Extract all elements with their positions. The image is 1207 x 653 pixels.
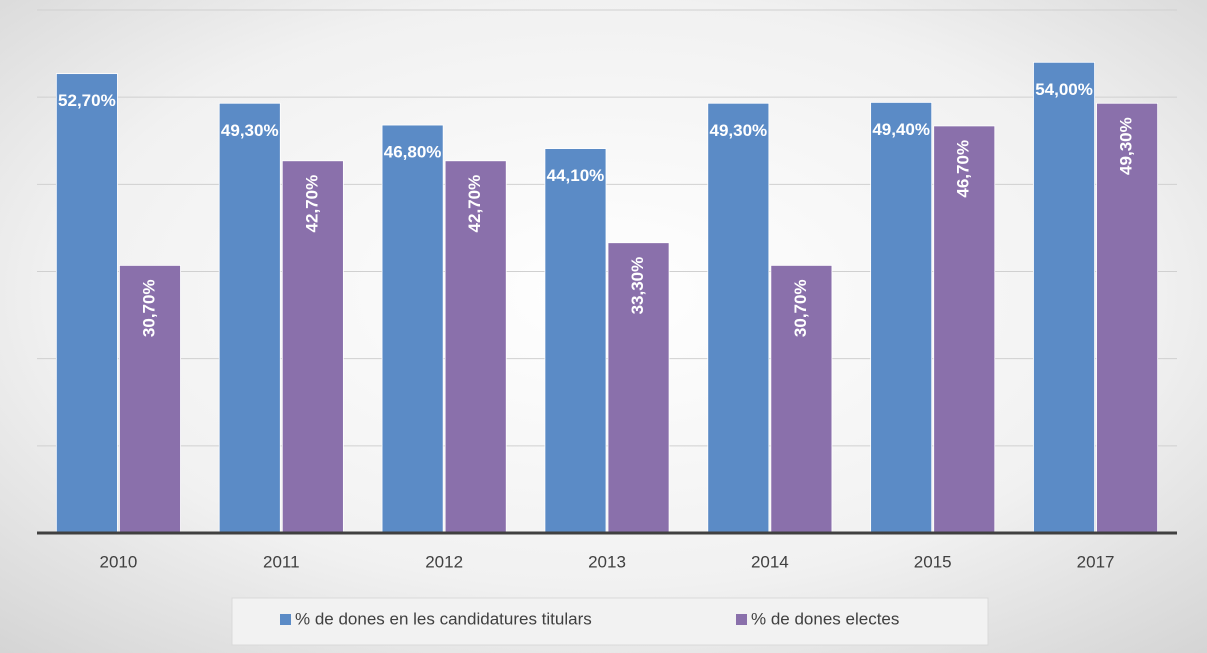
legend-label: % de dones electes [751, 609, 899, 628]
bar [870, 101, 933, 534]
bar [770, 264, 833, 534]
x-tick-label: 2011 [263, 552, 300, 571]
x-tick-label: 2014 [751, 552, 789, 571]
bar [1033, 61, 1095, 534]
value-label: 42,70% [302, 175, 321, 233]
value-label: 30,70% [791, 279, 810, 337]
x-tick-label: 2017 [1077, 552, 1115, 571]
value-label: 54,00% [1035, 80, 1093, 99]
value-label: 52,70% [58, 91, 116, 110]
bar [119, 264, 181, 534]
legend-box [231, 597, 989, 646]
value-label: 49,30% [221, 121, 279, 140]
bar [607, 242, 670, 534]
bar [444, 160, 507, 534]
legend-label: % de dones en les candidatures titulars [295, 609, 592, 628]
legend-swatch [736, 614, 747, 625]
bar [933, 125, 996, 534]
bar [707, 102, 770, 534]
value-label: 42,70% [465, 175, 484, 233]
value-label: 49,30% [1117, 117, 1136, 175]
x-tick-label: 2015 [914, 552, 952, 571]
x-tick-label: 2012 [425, 552, 463, 571]
x-tick-label: 2010 [100, 552, 138, 571]
value-label: 49,40% [872, 120, 930, 139]
x-tick-label: 2013 [588, 552, 626, 571]
legend-swatch [280, 614, 291, 625]
bar [55, 73, 118, 534]
bar [381, 124, 444, 534]
value-label: 46,80% [384, 143, 442, 162]
value-label: 46,70% [954, 140, 973, 198]
bar [544, 148, 607, 534]
bar [1096, 102, 1159, 534]
bar [218, 102, 281, 534]
value-label: 49,30% [709, 121, 767, 140]
value-label: 44,10% [547, 166, 605, 185]
value-label: 33,30% [628, 257, 647, 315]
value-label: 30,70% [139, 279, 158, 337]
